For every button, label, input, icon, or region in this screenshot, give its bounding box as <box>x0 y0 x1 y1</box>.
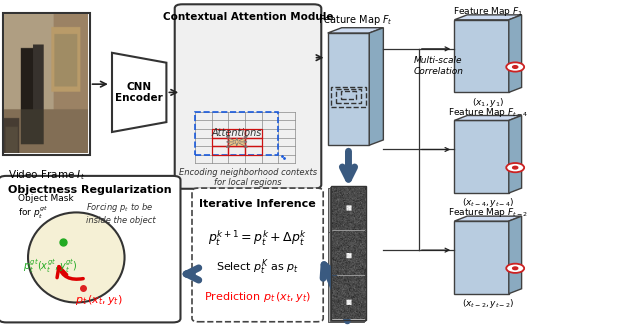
Bar <box>454 120 509 193</box>
Circle shape <box>506 163 524 172</box>
Bar <box>212 138 228 146</box>
Text: Prediction $p_t\,(x_t, y_t)$: Prediction $p_t\,(x_t, y_t)$ <box>204 290 311 304</box>
Text: Encoding neighborhood contexts
for local regions: Encoding neighborhood contexts for local… <box>179 168 317 187</box>
Text: Attentions: Attentions <box>212 128 262 138</box>
Circle shape <box>506 62 524 72</box>
Text: Feature Map $F_1$: Feature Map $F_1$ <box>453 5 523 18</box>
Bar <box>212 146 228 155</box>
Bar <box>342 91 356 99</box>
Bar <box>245 138 262 146</box>
Bar <box>195 112 278 155</box>
Circle shape <box>513 166 518 169</box>
Bar <box>331 276 366 320</box>
Bar <box>212 129 228 138</box>
Polygon shape <box>369 28 383 145</box>
Bar <box>331 231 366 276</box>
FancyBboxPatch shape <box>192 188 323 322</box>
Bar <box>337 89 361 103</box>
Circle shape <box>513 66 518 68</box>
Bar <box>228 129 245 138</box>
Bar <box>245 129 262 138</box>
Text: $p_t\,(x_t, y_t)$: $p_t\,(x_t, y_t)$ <box>75 292 122 307</box>
Polygon shape <box>112 53 166 132</box>
Text: Forcing $p_t$ to be
inside the object: Forcing $p_t$ to be inside the object <box>86 201 156 225</box>
Text: Video Frame $I_t$: Video Frame $I_t$ <box>8 168 85 182</box>
Text: Objectness Regularization: Objectness Regularization <box>8 185 172 195</box>
Polygon shape <box>328 28 383 33</box>
Text: Feature Map $F_{t-4}$: Feature Map $F_{t-4}$ <box>448 106 528 119</box>
Text: CNN
Encoder: CNN Encoder <box>115 82 163 103</box>
Bar <box>3 13 90 155</box>
Polygon shape <box>454 115 522 120</box>
Text: Select $p_t^K$ as $p_t$: Select $p_t^K$ as $p_t$ <box>216 258 299 278</box>
FancyBboxPatch shape <box>175 4 321 189</box>
Bar <box>454 221 509 294</box>
Text: $(x_{t-2}, y_{t-2})$: $(x_{t-2}, y_{t-2})$ <box>462 297 514 310</box>
Circle shape <box>513 267 518 270</box>
Bar <box>328 277 364 322</box>
Polygon shape <box>509 216 522 294</box>
Bar <box>245 146 262 155</box>
Bar <box>328 232 364 277</box>
Polygon shape <box>509 115 522 193</box>
Bar <box>328 188 364 233</box>
Bar <box>454 20 509 92</box>
Bar <box>228 138 245 146</box>
Bar <box>330 276 365 321</box>
Text: Iterative Inference: Iterative Inference <box>199 199 316 209</box>
Ellipse shape <box>28 213 125 303</box>
Bar <box>331 86 366 107</box>
Text: Contextual Attention Module: Contextual Attention Module <box>163 12 333 22</box>
Polygon shape <box>454 216 522 221</box>
Bar <box>328 33 369 145</box>
Bar <box>228 146 245 155</box>
Text: Object Mask
for $p_t^{gt}$: Object Mask for $p_t^{gt}$ <box>18 194 74 221</box>
Text: $p_t^{k+1} = p_t^k + \Delta p_t^k$: $p_t^{k+1} = p_t^k + \Delta p_t^k$ <box>208 229 307 248</box>
Text: Feature Map $F_t$: Feature Map $F_t$ <box>318 13 393 27</box>
Bar <box>330 187 365 232</box>
Text: $(x_{t-4}, y_{t-4})$: $(x_{t-4}, y_{t-4})$ <box>462 196 514 210</box>
Polygon shape <box>509 15 522 92</box>
Bar <box>331 186 366 231</box>
Circle shape <box>506 264 524 273</box>
Text: Multi-scale
Correlation: Multi-scale Correlation <box>413 56 463 76</box>
Text: $(x_1, y_1)$: $(x_1, y_1)$ <box>472 96 504 109</box>
Bar <box>228 138 245 146</box>
Text: $p_t^{gt}(x_t^{gt}, y_t^{gt})$: $p_t^{gt}(x_t^{gt}, y_t^{gt})$ <box>23 257 78 275</box>
Polygon shape <box>454 15 522 20</box>
FancyBboxPatch shape <box>0 176 180 322</box>
Text: Feature Map $F_{t-2}$: Feature Map $F_{t-2}$ <box>448 206 528 219</box>
Bar <box>330 232 365 277</box>
